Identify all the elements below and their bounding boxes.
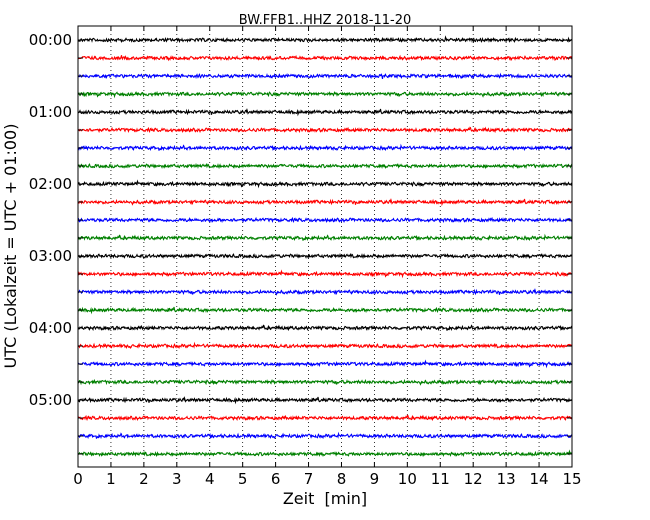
seismic-traces	[77, 35, 573, 458]
x-tick-label: 7	[304, 470, 314, 488]
y-axis: 00:00 01:00 02:00 03:00 04:00 05:00	[29, 31, 572, 455]
x-tick-label: 2	[139, 470, 149, 488]
x-tick-label: 4	[205, 470, 215, 488]
trace-line	[77, 90, 573, 99]
x-tick-label: 15	[562, 470, 581, 488]
x-tick-label: 14	[530, 470, 549, 488]
y-tick-label: 03:00	[29, 247, 72, 265]
x-tick-label: 6	[271, 470, 281, 488]
trace-line	[77, 396, 573, 405]
trace-line	[77, 359, 573, 369]
y-tick-label: 05:00	[29, 391, 72, 409]
x-axis: 0 1 2 3 4 5 6 7 8 9 10 11 12 13 14 15	[73, 26, 582, 488]
x-tick-label: 11	[431, 470, 450, 488]
trace-line	[77, 179, 573, 189]
x-tick-label: 0	[73, 470, 83, 488]
trace-line	[77, 216, 573, 224]
trace-line	[77, 233, 573, 242]
chart-title: BW.FFB1..HHZ 2018-11-20	[239, 13, 412, 28]
trace-line	[77, 198, 573, 207]
trace-line	[77, 414, 573, 422]
trace-line	[77, 252, 573, 260]
y-tick-label: 00:00	[29, 31, 72, 49]
grid-lines	[110, 26, 540, 467]
x-tick-label: 5	[238, 470, 248, 488]
x-tick-label: 13	[497, 470, 516, 488]
trace-line	[77, 108, 573, 117]
x-axis-label: Zeit [min]	[283, 489, 367, 508]
trace-line	[77, 306, 573, 315]
plot-frame	[77, 25, 573, 468]
trace-line	[77, 143, 573, 152]
trace-line	[77, 324, 573, 332]
x-tick-label: 8	[337, 470, 347, 488]
y-tick-label: 02:00	[29, 175, 72, 193]
x-tick-label: 1	[106, 470, 116, 488]
y-tick-label: 01:00	[29, 103, 72, 121]
trace-line	[77, 72, 573, 80]
x-tick-label: 3	[172, 470, 182, 488]
x-tick-label: 10	[398, 470, 417, 488]
trace-line	[77, 288, 573, 296]
trace-line	[77, 341, 573, 350]
x-tick-label: 12	[464, 470, 483, 488]
trace-line	[77, 269, 573, 279]
y-axis-label: UTC (Lokalzeit = UTC + 01:00)	[1, 124, 20, 369]
trace-line	[77, 54, 573, 62]
trace-line	[77, 126, 573, 134]
y-tick-label: 04:00	[29, 319, 72, 337]
trace-line	[77, 35, 573, 44]
x-tick-label: 9	[370, 470, 380, 488]
trace-line	[77, 378, 572, 386]
trace-line	[77, 431, 573, 440]
trace-line	[77, 162, 573, 170]
trace-line	[77, 449, 573, 458]
